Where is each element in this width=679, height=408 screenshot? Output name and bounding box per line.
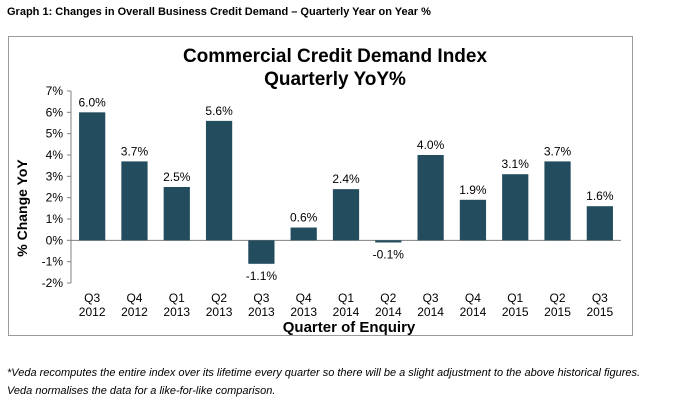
data-label: 4.0% <box>417 138 445 152</box>
bar <box>459 199 487 241</box>
bar <box>248 240 275 264</box>
bar <box>163 187 190 241</box>
x-tick-label-quarter: Q2 <box>380 291 396 305</box>
data-label: 6.0% <box>78 95 106 109</box>
bar <box>205 120 233 241</box>
bar <box>290 227 317 241</box>
x-tick-label-year: 2012 <box>121 305 148 319</box>
x-tick-label-year: 2014 <box>460 305 487 319</box>
data-label: 1.6% <box>586 189 614 203</box>
x-tick-label-quarter: Q1 <box>507 291 523 305</box>
y-tick-label: -2% <box>42 276 64 290</box>
y-tick-label: -1% <box>42 255 64 269</box>
data-label: -1.1% <box>246 269 278 283</box>
x-tick-label-year: 2015 <box>544 305 571 319</box>
x-tick-label-year: 2014 <box>333 305 360 319</box>
bar <box>332 189 360 241</box>
data-label: 2.5% <box>163 170 191 184</box>
bar <box>121 161 148 241</box>
x-tick-label-year: 2012 <box>79 305 106 319</box>
data-label: 1.9% <box>459 183 487 197</box>
x-tick-label-quarter: Q3 <box>592 291 608 305</box>
y-axis-label: % Change YoY <box>14 159 30 257</box>
x-tick-label-quarter: Q3 <box>253 291 269 305</box>
y-tick-label: 7% <box>46 84 64 98</box>
x-tick-label-year: 2013 <box>248 305 275 319</box>
chart-subtitle: Quarterly YoY% <box>264 69 406 90</box>
bar <box>79 112 106 241</box>
data-label: 3.7% <box>544 144 572 158</box>
y-tick-label: 3% <box>46 169 64 183</box>
bar-chart: Commercial Credit Demand Index Quarterly… <box>14 46 621 336</box>
bar <box>375 240 402 243</box>
data-label: 3.1% <box>502 157 530 171</box>
data-label: 0.6% <box>290 211 318 225</box>
data-label: 5.6% <box>205 104 233 118</box>
figure-caption: Graph 1: Changes in Overall Business Cre… <box>7 6 431 18</box>
x-tick-label-quarter: Q2 <box>211 291 227 305</box>
bar <box>586 206 613 241</box>
x-tick-label-year: 2014 <box>417 305 444 319</box>
footnote: *Veda recomputes the entire index over i… <box>7 367 641 397</box>
x-tick-label-quarter: Q4 <box>296 291 312 305</box>
x-tick-label-quarter: Q4 <box>126 291 142 305</box>
y-tick-label: 5% <box>46 127 64 141</box>
x-tick-label-year: 2015 <box>502 305 529 319</box>
data-label: -0.1% <box>373 247 405 261</box>
x-tick-label-quarter: Q3 <box>84 291 100 305</box>
x-tick-label-quarter: Q2 <box>550 291 566 305</box>
x-tick-label-quarter: Q3 <box>423 291 439 305</box>
chart-title: Commercial Credit Demand Index <box>183 46 488 67</box>
data-label: 2.4% <box>332 172 360 186</box>
x-tick-label-year: 2013 <box>290 305 317 319</box>
x-tick-label-quarter: Q1 <box>169 291 185 305</box>
y-tick-label: 1% <box>46 212 64 226</box>
bar <box>417 155 444 241</box>
bar <box>502 174 529 241</box>
x-tick-label-year: 2013 <box>163 305 190 319</box>
data-label: 3.7% <box>121 144 149 158</box>
x-axis-label: Quarter of Enquiry <box>283 319 416 336</box>
x-tick-label-year: 2015 <box>586 305 613 319</box>
x-tick-label-year: 2014 <box>375 305 402 319</box>
bar <box>544 161 571 241</box>
y-tick-label: 4% <box>46 148 64 162</box>
x-tick-label-year: 2013 <box>206 305 233 319</box>
y-tick-label: 0% <box>46 233 64 247</box>
x-tick-label-quarter: Q4 <box>465 291 481 305</box>
chart-frame <box>8 36 633 336</box>
y-tick-label: 6% <box>46 105 64 119</box>
x-tick-label-quarter: Q1 <box>338 291 354 305</box>
y-tick-label: 2% <box>46 191 64 205</box>
